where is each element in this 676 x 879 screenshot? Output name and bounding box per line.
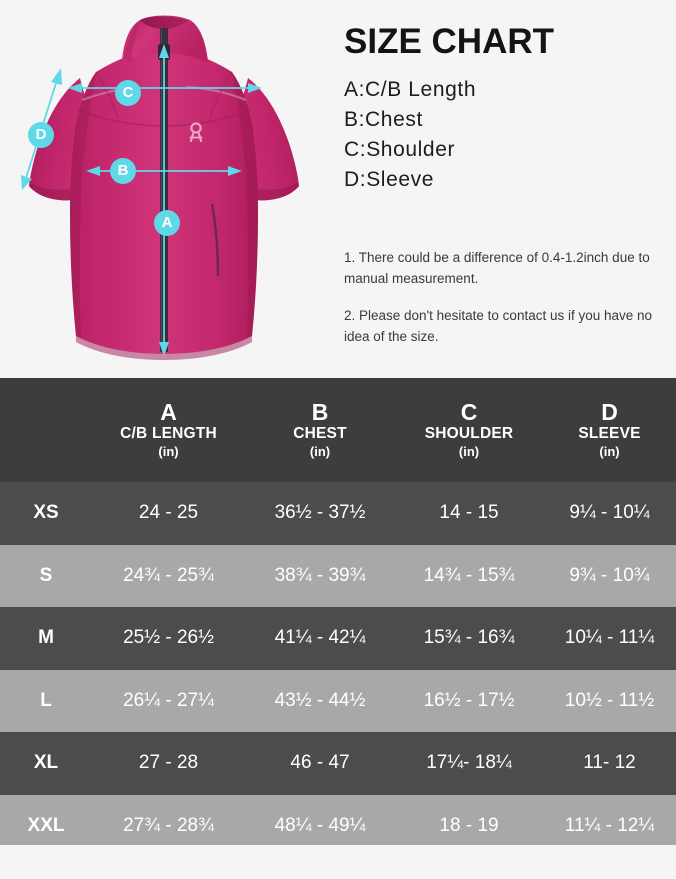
- measure-cell-sleeve: 9¼ - 10¼: [543, 482, 676, 545]
- size-label-cell: XL: [0, 732, 92, 795]
- size-label-cell: XS: [0, 482, 92, 545]
- measure-badge-c: C: [115, 80, 141, 106]
- right-sleeve-cuff: [254, 182, 299, 201]
- notes-block: 1. There could be a difference of 0.4-1.…: [344, 247, 662, 363]
- measure-cell-shoulder: 15¾ - 16¾: [395, 607, 543, 670]
- measure-badge-b: B: [110, 158, 136, 184]
- left-shoulder-seam: [95, 71, 119, 119]
- measure-cell-cb_length: 27 - 28: [92, 732, 245, 795]
- measure-cell-chest: 43½ - 44½: [245, 669, 395, 732]
- brand-logo-icon: [189, 122, 203, 143]
- header-cell-shoulder: C SHOULDER (in): [395, 378, 543, 482]
- header-cell-size: [0, 378, 92, 482]
- left-sleeve-cuff: [29, 182, 74, 201]
- jacket-graphic: [21, 15, 299, 360]
- size-label-cell: L: [0, 669, 92, 732]
- measure-cell-shoulder: 14 - 15: [395, 482, 543, 545]
- header-letter-a: A: [160, 399, 177, 425]
- note-contact-us: 2. Please don't hesitate to contact us i…: [344, 308, 653, 344]
- header-cell-chest: B CHEST (in): [245, 378, 395, 482]
- arrow-c-head-right: [248, 83, 262, 93]
- arrow-d-head-top: [51, 68, 62, 85]
- body-shade-left: [70, 72, 96, 338]
- size-label-cell: M: [0, 607, 92, 670]
- measurement-legend: A:C/B Length B:Chest C:Shoulder D:Sleeve: [344, 75, 674, 195]
- measure-cell-chest: 46 - 47: [245, 732, 395, 795]
- header-letter-d: D: [601, 399, 618, 425]
- table-header-row: A C/B LENGTH (in) B CHEST (in) C SHOULDE…: [0, 378, 676, 482]
- measurement-arrows: [21, 44, 262, 356]
- measure-cell-sleeve: 10¼ - 11¼: [543, 607, 676, 670]
- legend-item-c: C:Shoulder: [344, 138, 456, 161]
- measure-badge-a: A: [154, 210, 180, 236]
- page-title: SIZE CHART: [344, 22, 554, 61]
- arrow-b-head-left: [86, 166, 100, 176]
- measure-cell-cb_length: 26¼ - 27¼: [92, 669, 245, 732]
- size-table-body: XS 24 - 25 36½ - 37½ 14 - 15 9¼ - 10¼ S 24¾ - …: [0, 482, 676, 857]
- legend-item-b: B:Chest: [344, 108, 423, 131]
- size-table: A C/B LENGTH (in) B CHEST (in) C SHOULDE…: [0, 378, 676, 857]
- measure-cell-chest: 41¼ - 42¼: [245, 607, 395, 670]
- jacket-hem: [76, 336, 252, 360]
- header-letter-c: C: [460, 399, 478, 425]
- legend-item-a: A:C/B Length: [344, 78, 477, 101]
- measure-badge-d: D: [28, 122, 54, 148]
- size-label-cell: S: [0, 544, 92, 607]
- arrow-a-head-bottom: [159, 342, 169, 356]
- table-row: XS 24 - 25 36½ - 37½ 14 - 15 9¼ - 10¼: [0, 482, 676, 545]
- legend-item-d: D:Sleeve: [344, 168, 435, 191]
- measure-cell-sleeve: 9¾ - 10¾: [543, 544, 676, 607]
- header-unit-shoulder: (in): [458, 444, 480, 459]
- measure-cell-cb_length: 24 - 25: [92, 482, 245, 545]
- table-footer-strip: [0, 845, 676, 879]
- header-unit-chest: (in): [309, 444, 331, 459]
- side-pocket-zip: [210, 203, 220, 277]
- arrow-a-head-top: [159, 44, 169, 58]
- measure-cell-sleeve: 10½ - 11½: [543, 669, 676, 732]
- measure-cell-sleeve: 11- 12: [543, 732, 676, 795]
- header-name-sleeve: SLEEVE: [578, 425, 641, 442]
- jacket-illustration: A B C D: [0, 0, 330, 378]
- measure-cell-shoulder: 16½ - 17½: [395, 669, 543, 732]
- header-letter-b: B: [311, 399, 329, 425]
- measure-cell-chest: 36½ - 37½: [245, 482, 395, 545]
- note-measurement-tolerance: 1. There could be a difference of 0.4-1.…: [344, 250, 650, 286]
- body-shade-right: [232, 72, 258, 338]
- measure-cell-cb_length: 25½ - 26½: [92, 607, 245, 670]
- measure-cell-chest: 38¾ - 39¾: [245, 544, 395, 607]
- measure-cell-cb_length: 24¾ - 25¾: [92, 544, 245, 607]
- header-name-chest: CHEST: [293, 425, 347, 442]
- table-row: S 24¾ - 25¾ 38¾ - 39¾ 14¾ - 15¾ 9¾ - 10¾: [0, 544, 676, 607]
- header-unit-sleeve: (in): [599, 444, 620, 459]
- arrow-b-head-right: [228, 166, 242, 176]
- table-row: M 25½ - 26½ 41¼ - 42¼ 15¾ - 16¾ 10¼ - 11¼: [0, 607, 676, 670]
- header-cell-sleeve: D SLEEVE (in): [543, 378, 676, 482]
- header-name-shoulder: SHOULDER: [424, 425, 514, 442]
- top-section: A B C D SIZE CHART A:C/B Length B:Chest …: [0, 0, 676, 378]
- header-unit-cb-length: (in): [158, 444, 179, 459]
- size-table-head: A C/B LENGTH (in) B CHEST (in) C SHOULDE…: [0, 378, 676, 482]
- measure-cell-shoulder: 17¼- 18¼: [395, 732, 543, 795]
- collar-shade: [124, 21, 141, 61]
- info-panel: SIZE CHART A:C/B Length B:Chest C:Should…: [340, 0, 676, 378]
- collar-inner: [140, 16, 188, 29]
- header-name-cb-length: C/B LENGTH: [120, 425, 217, 442]
- table-row: L 26¼ - 27¼ 43½ - 44½ 16½ - 17½ 10½ - 11½: [0, 669, 676, 732]
- table-row: XL 27 - 28 46 - 47 17¼- 18¼ 11- 12: [0, 732, 676, 795]
- measure-cell-shoulder: 14¾ - 15¾: [395, 544, 543, 607]
- arrow-c-head-left: [68, 83, 82, 93]
- header-cell-cb-length: A C/B LENGTH (in): [92, 378, 245, 482]
- right-shoulder-seam: [209, 71, 233, 119]
- arrow-d-head-bottom: [21, 175, 32, 190]
